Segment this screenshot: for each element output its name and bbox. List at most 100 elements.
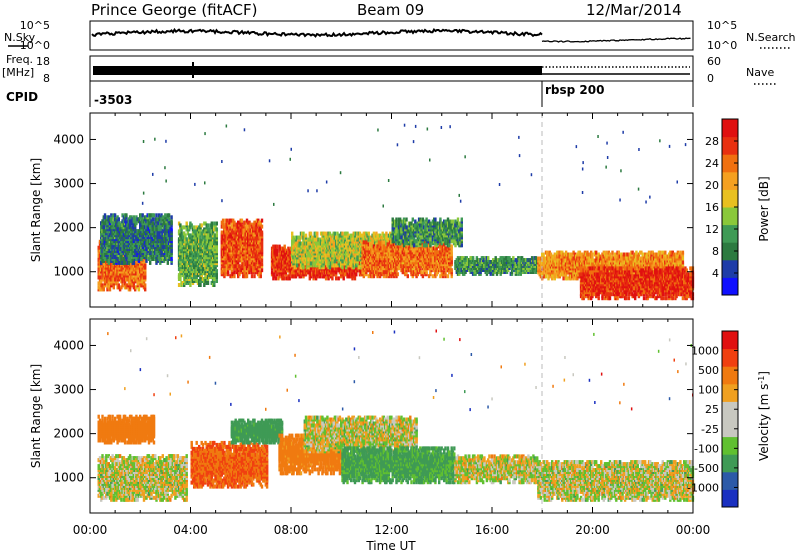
range-cell	[144, 215, 147, 220]
range-cell	[144, 225, 147, 230]
range-cell	[115, 227, 118, 232]
nave-label: Nave	[746, 66, 774, 79]
range-cell	[177, 253, 181, 258]
range-cell	[180, 253, 183, 258]
range-cell	[122, 257, 126, 261]
range-cell	[152, 255, 156, 259]
range-cell	[149, 217, 152, 222]
range-cell	[195, 261, 198, 266]
range-cell	[203, 283, 206, 287]
range-cell	[152, 213, 156, 218]
range-cell	[204, 271, 207, 276]
range-cell	[177, 229, 181, 234]
range-cell	[253, 274, 256, 279]
range-cell	[233, 270, 236, 275]
range-cell	[183, 225, 186, 230]
range-cell	[204, 221, 207, 226]
range-cell	[112, 260, 115, 265]
range-cell	[215, 227, 218, 232]
range-cell	[123, 281, 127, 286]
range-cell	[201, 229, 205, 234]
range-cell	[180, 235, 183, 240]
range-cell	[152, 223, 156, 228]
range-cell	[260, 268, 264, 273]
range-cell	[169, 245, 172, 250]
range-cell	[106, 283, 109, 288]
range-cell	[117, 227, 120, 232]
range-cell	[100, 251, 103, 255]
range-cell	[240, 218, 244, 223]
range-cell	[245, 274, 249, 279]
range-cell	[122, 251, 126, 255]
range-cell	[132, 245, 136, 250]
range-cell	[185, 237, 188, 242]
range-cell	[233, 274, 236, 279]
range-cell	[113, 213, 117, 218]
range-cell	[195, 237, 198, 242]
range-cell	[132, 223, 136, 228]
range-cell	[160, 253, 163, 257]
range-cell	[97, 253, 100, 258]
range-cell	[107, 258, 110, 263]
range-cell	[125, 221, 128, 226]
range-cell	[101, 229, 104, 234]
range-cell	[112, 253, 115, 257]
range-cell	[206, 253, 210, 258]
range-cell	[355, 272, 358, 277]
range-cell	[125, 227, 128, 232]
range-cell	[141, 229, 144, 234]
range-cell	[121, 253, 124, 258]
range-cell	[275, 244, 279, 249]
range-cell	[181, 253, 185, 258]
nave-tick-top: 60	[707, 55, 721, 68]
freq-frame	[89, 55, 694, 82]
range-cell	[112, 221, 115, 226]
range-cell	[169, 221, 172, 226]
range-cell	[160, 213, 163, 218]
range-cell	[328, 231, 332, 236]
range-cell	[199, 283, 202, 287]
range-cell	[302, 231, 305, 236]
range-cell	[193, 253, 196, 258]
range-cell	[149, 221, 152, 226]
range-cell	[108, 287, 112, 292]
cpid-label: CPID	[6, 90, 38, 104]
range-cell	[260, 230, 264, 235]
range-cell	[110, 258, 113, 263]
range-cell	[106, 279, 109, 284]
range-cell	[157, 253, 161, 257]
range-cell	[125, 283, 128, 288]
range-cell	[106, 247, 109, 251]
range-cell	[283, 244, 286, 249]
range-cell	[97, 245, 100, 250]
nsearch-tick-bottom: 10^0	[707, 39, 737, 52]
range-cell	[146, 213, 149, 218]
range-cell	[141, 279, 144, 284]
range-cell	[296, 263, 299, 268]
range-cell	[184, 277, 187, 281]
range-cell	[209, 233, 212, 238]
range-cell	[137, 217, 141, 222]
range-cell	[335, 276, 338, 281]
range-cell	[106, 287, 109, 292]
range-cell	[177, 267, 181, 272]
range-cell	[132, 285, 136, 290]
range-cell	[201, 233, 205, 238]
range-cell	[161, 257, 164, 261]
range-cell	[184, 233, 187, 238]
range-cell	[103, 279, 107, 284]
range-cell	[135, 285, 138, 290]
range-cell	[141, 213, 144, 218]
range-cell	[108, 255, 112, 259]
range-cell	[237, 228, 240, 233]
range-cell	[195, 245, 198, 250]
range-cell	[209, 223, 212, 228]
range-cell	[106, 215, 109, 220]
range-cell	[189, 253, 192, 258]
range-cell	[122, 253, 126, 258]
range-cell	[157, 249, 161, 253]
range-cell	[189, 283, 192, 287]
range-cell	[146, 221, 149, 226]
range-cell	[198, 283, 201, 287]
